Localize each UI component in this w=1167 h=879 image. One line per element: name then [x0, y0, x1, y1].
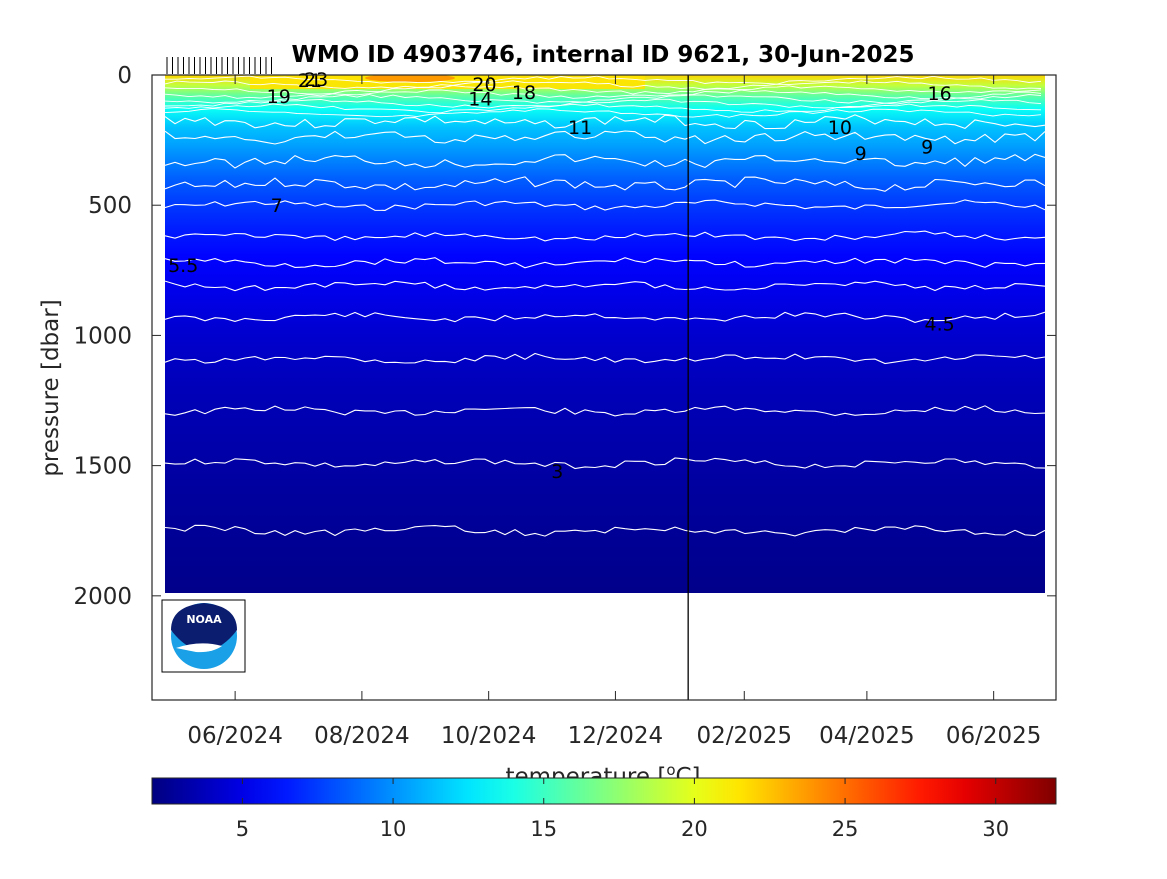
colorbar-tick-label: 30 — [982, 817, 1009, 841]
x-tick-label: 08/2024 — [314, 723, 410, 749]
contour-label: 14 — [468, 88, 492, 110]
isotherm-9 — [165, 153, 1045, 169]
y-tick-label: 2000 — [73, 584, 132, 610]
contour-label: 4.5 — [925, 314, 955, 336]
colorbar-tick-label: 20 — [681, 817, 708, 841]
isotherm-group — [165, 75, 1045, 537]
colorbar — [151, 777, 1057, 805]
surface-isotherm — [165, 108, 1042, 118]
contour-label: 18 — [512, 82, 536, 104]
x-tick-label: 02/2025 — [696, 723, 792, 749]
y-tick-label: 0 — [117, 63, 132, 89]
data-gap — [165, 593, 323, 602]
noaa-logo: NOAA — [161, 599, 246, 673]
surface-isotherm — [165, 103, 1042, 114]
surface-isotherm — [165, 89, 1042, 100]
contour-label: 3 — [551, 461, 563, 483]
isotherm-11 — [165, 114, 1045, 130]
y-tick-label: 1500 — [73, 454, 132, 480]
isotherm-5.5 — [165, 280, 1045, 292]
data-gaps — [165, 593, 1045, 602]
temperature-field — [165, 75, 1045, 593]
colorbar-ticks: 5 10 15 20 25 30 — [236, 778, 1009, 841]
isotherm-10 — [165, 130, 1045, 145]
contour-label: 10 — [828, 117, 852, 139]
y-axis-label: pressure [dbar] — [38, 299, 64, 476]
isotherm-4 — [165, 405, 1045, 417]
contour-label: 9 — [921, 137, 933, 159]
warm-core — [365, 75, 455, 82]
y-tick-label: 1000 — [73, 323, 132, 349]
contour-label: 21 — [298, 70, 322, 92]
data-gap — [459, 593, 1045, 602]
contour-label: 9 — [855, 143, 867, 165]
surface-isotherm — [165, 80, 1042, 90]
profile-tick-marks — [166, 57, 272, 74]
x-tick-label: 04/2025 — [819, 723, 915, 749]
contour-label: 7 — [271, 195, 283, 217]
y-tick-label: 500 — [88, 193, 132, 219]
colorbar-tick-label: 25 — [832, 817, 859, 841]
colorbar-tick-label: 10 — [380, 817, 407, 841]
isotherm-5 — [165, 311, 1045, 323]
x-axis: 06/2024 08/2024 10/2024 12/2024 02/2025 04/20… — [187, 75, 1041, 749]
noaa-logo-text: NOAA — [186, 613, 222, 626]
chart-title: WMO ID 4903746, internal ID 9621, 30-Jun… — [291, 42, 914, 68]
contour-label: 11 — [568, 117, 592, 139]
isotherm-7 — [165, 199, 1045, 211]
x-tick-label: 06/2024 — [187, 723, 283, 749]
x-tick-label: 06/2025 — [946, 723, 1042, 749]
surface-isotherm — [165, 75, 1042, 85]
colorbar-tick-label: 5 — [236, 817, 249, 841]
contour-label: 5.5 — [168, 255, 198, 277]
temperature-field-fill — [165, 75, 1045, 593]
isotherm-4.5 — [165, 352, 1045, 365]
contour-label: 19 — [267, 86, 291, 108]
x-tick-label: 10/2024 — [441, 723, 537, 749]
x-tick-label: 12/2024 — [568, 723, 664, 749]
y-axis: 0 500 1000 1500 2000 — [73, 63, 1056, 610]
data-gap — [369, 593, 414, 602]
plot-frame — [151, 74, 1057, 701]
isotherm-8 — [165, 176, 1045, 192]
surface-isotherm — [165, 85, 1042, 95]
isotherm-3.5 — [165, 457, 1045, 470]
surface-isotherm — [165, 98, 1042, 109]
isotherm-6.5 — [165, 230, 1045, 242]
contour-label: 16 — [928, 83, 952, 105]
isotherm-3 — [165, 524, 1045, 537]
isotherm-6 — [165, 257, 1045, 269]
surface-isotherm — [165, 94, 1042, 104]
colorbar-tick-label: 15 — [530, 817, 557, 841]
contour-label: 20 — [472, 74, 496, 96]
